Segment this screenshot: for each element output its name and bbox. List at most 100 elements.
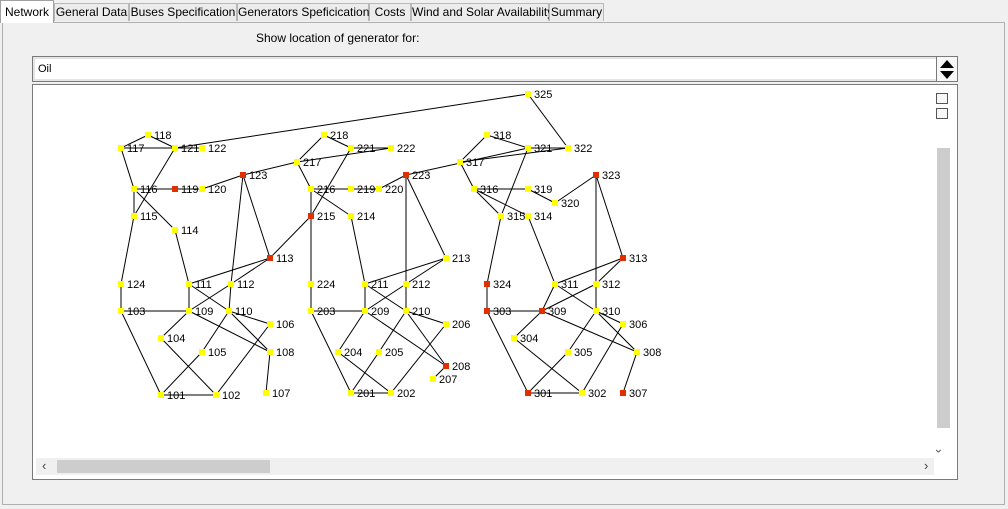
bus-107[interactable]: 107 [263,388,290,400]
bus-310[interactable]: 310 [593,306,620,318]
generator-type-spinner[interactable] [936,56,958,82]
bus-320[interactable]: 320 [552,198,579,210]
bus-307[interactable]: 307 [620,388,647,400]
bus-marker[interactable] [362,281,368,287]
bus-103[interactable]: 103 [118,306,145,318]
tab-costs[interactable]: Costs [369,3,411,21]
bus-115[interactable]: 115 [131,211,158,223]
bus-marker[interactable] [376,349,382,355]
bus-marker[interactable] [525,186,531,192]
bus-generator-marker[interactable] [172,186,178,192]
bus-221[interactable]: 221 [348,143,375,155]
bus-308[interactable]: 308 [634,347,661,359]
bus-marker[interactable] [131,213,137,219]
bus-322[interactable]: 322 [565,143,592,155]
bus-321[interactable]: 321 [525,143,552,155]
bus-123[interactable]: 123 [240,170,267,182]
bus-marker[interactable] [294,159,300,165]
bus-marker[interactable] [267,321,273,327]
bus-111[interactable]: 111 [186,279,212,291]
bus-224[interactable]: 224 [308,279,335,291]
bus-marker[interactable] [172,227,178,233]
bus-122[interactable]: 122 [199,143,226,155]
bus-316[interactable]: 316 [471,184,498,196]
bus-214[interactable]: 214 [348,211,375,223]
bus-marker[interactable] [552,200,558,206]
bus-110[interactable]: 110 [226,306,253,318]
bus-marker[interactable] [199,145,205,151]
bus-204[interactable]: 204 [335,347,362,359]
bus-119[interactable]: 119 [172,184,199,196]
bus-108[interactable]: 108 [267,347,294,359]
bus-210[interactable]: 210 [403,306,430,318]
bus-105[interactable]: 105 [199,347,226,359]
bus-marker[interactable] [348,213,354,219]
bus-marker[interactable] [199,186,205,192]
bus-314[interactable]: 314 [525,211,552,223]
bus-generator-marker[interactable] [620,255,626,261]
bus-marker[interactable] [403,281,409,287]
bus-219[interactable]: 219 [348,184,375,196]
bus-301[interactable]: 301 [525,388,552,400]
bus-marker[interactable] [593,281,599,287]
bus-marker[interactable] [430,376,436,382]
bus-marker[interactable] [565,145,571,151]
scroll-left-icon[interactable]: ‹ [42,458,47,473]
bus-marker[interactable] [376,186,382,192]
bus-marker[interactable] [471,186,477,192]
bus-116[interactable]: 116 [131,184,158,196]
bus-marker[interactable] [565,349,571,355]
tab-general-data[interactable]: General Data [54,3,129,21]
bus-325[interactable]: 325 [525,89,552,101]
bus-marker[interactable] [525,91,531,97]
bus-marker[interactable] [158,335,164,341]
scroll-right-icon[interactable]: › [924,458,929,473]
bus-marker[interactable] [186,308,192,314]
bus-marker[interactable] [228,281,234,287]
bus-marker[interactable] [484,132,490,138]
bus-generator-marker[interactable] [403,172,409,178]
spin-down-icon[interactable] [940,71,954,79]
bus-generator-marker[interactable] [484,308,490,314]
bus-104[interactable]: 104 [158,333,185,345]
bus-generator-marker[interactable] [267,255,273,261]
vertical-scrollbar-thumb[interactable] [937,148,950,428]
bus-106[interactable]: 106 [267,319,294,331]
bus-marker[interactable] [457,159,463,165]
bus-marker[interactable] [348,390,354,396]
bus-212[interactable]: 212 [403,279,430,291]
bus-304[interactable]: 304 [511,333,538,345]
bus-marker[interactable] [403,308,409,314]
bus-302[interactable]: 302 [579,388,606,400]
bus-generator-marker[interactable] [525,390,531,396]
bus-120[interactable]: 120 [199,184,226,196]
bus-324[interactable]: 324 [484,279,511,291]
bus-312[interactable]: 312 [593,279,620,291]
bus-206[interactable]: 206 [443,319,470,331]
bus-marker[interactable] [131,186,137,192]
bus-marker[interactable] [552,281,558,287]
bus-117[interactable]: 117 [118,143,145,155]
bus-marker[interactable] [388,145,394,151]
bus-218[interactable]: 218 [321,130,348,142]
bus-marker[interactable] [321,132,327,138]
bus-marker[interactable] [145,132,151,138]
bus-209[interactable]: 209 [362,306,389,318]
bus-203[interactable]: 203 [308,306,335,318]
bus-marker[interactable] [620,321,626,327]
bus-marker[interactable] [525,145,531,151]
bus-marker[interactable] [525,213,531,219]
spin-up-icon[interactable] [940,60,954,68]
bus-marker[interactable] [118,281,124,287]
bus-121[interactable]: 121 [172,143,199,155]
bus-marker[interactable] [498,213,504,219]
bus-124[interactable]: 124 [118,279,145,291]
bus-marker[interactable] [362,308,368,314]
bus-217[interactable]: 217 [294,157,321,169]
bus-207[interactable]: 207 [430,374,457,386]
bus-marker[interactable] [308,308,314,314]
tab-summary[interactable]: Summary [549,3,604,21]
generator-type-select[interactable]: Oil [32,56,958,82]
bus-marker[interactable] [118,308,124,314]
bus-318[interactable]: 318 [484,130,511,142]
